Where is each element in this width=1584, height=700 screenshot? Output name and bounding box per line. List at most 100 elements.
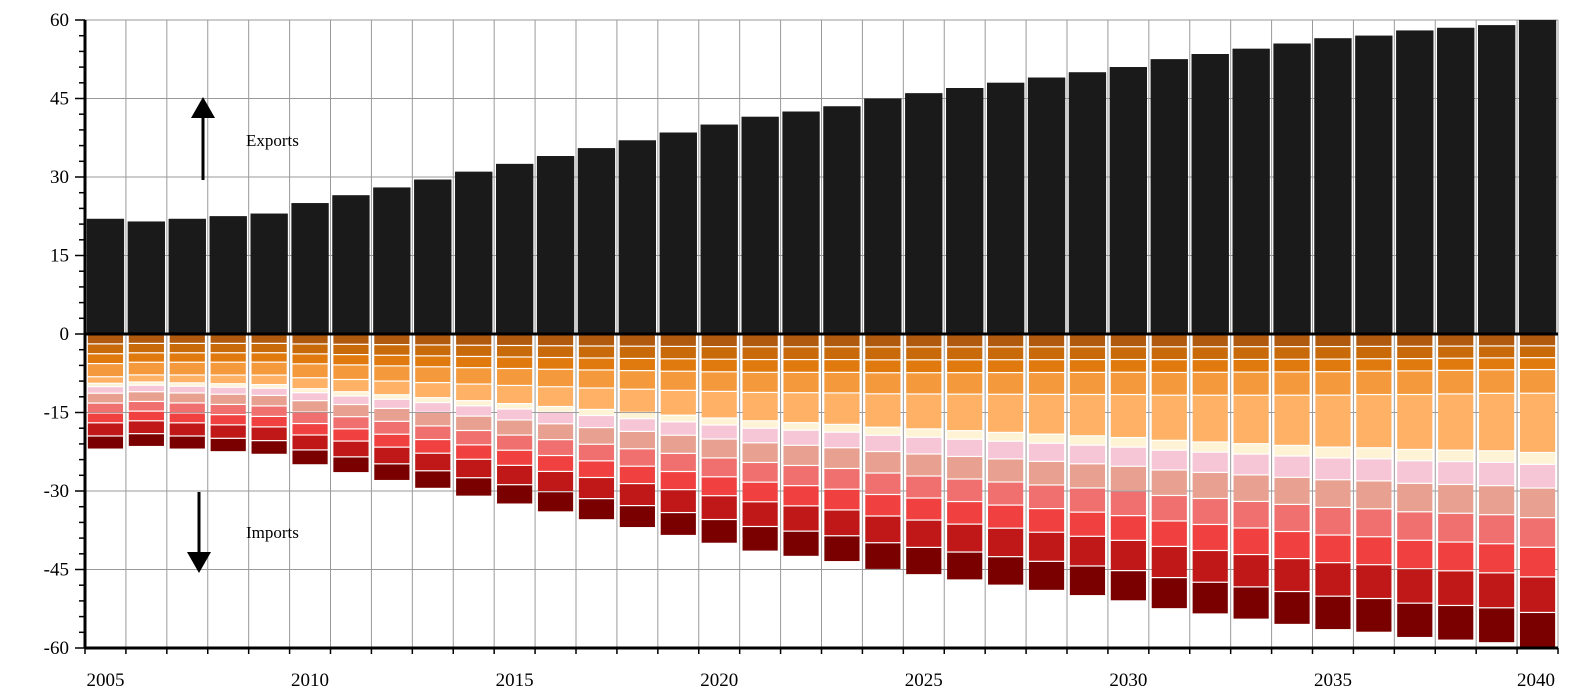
import-bar-segment [701,458,737,477]
import-bar-segment [1479,463,1515,486]
import-bar-segment [1110,571,1146,601]
import-bar-segment [865,347,901,360]
import-bar-segment [865,334,901,347]
import-bar-frame [823,106,861,334]
import-bar-segment [415,426,451,439]
import-bar-segment [947,373,983,394]
import-bar-segment [824,510,860,536]
import-bar-segment [1110,491,1146,516]
imports-arrow-head [187,552,211,573]
import-bar-segment [947,502,983,524]
import-bar-segment [1315,596,1351,630]
import-bar-segment [783,347,819,359]
import-bar-segment [210,353,246,362]
import-bar-segment [537,407,574,412]
import-bar-segment [1315,334,1351,346]
import-bar-segment [1397,371,1433,394]
import-bar-segment [128,334,164,343]
import-bar-segment [333,365,369,379]
import-bar-segment [578,388,615,409]
import-bar-segment [210,334,246,343]
import-bar-frame [1437,27,1475,334]
import-bar-segment [1069,395,1106,436]
import-bar-segment [1151,578,1187,609]
import-bar-segment [292,412,328,423]
import-bar-segment [1274,347,1310,359]
import-bar-segment [1069,372,1106,394]
import-bar-segment [1274,532,1310,559]
import-bar-frame [1109,67,1147,334]
import-bar-segment [1438,542,1474,571]
import-bar-segment [87,364,124,377]
import-bar-segment [374,421,410,434]
import-bar-segment [87,403,124,413]
import-bar-segment [1356,565,1392,598]
import-bar-segment [988,505,1024,528]
import-bar-frame [86,218,125,334]
import-bar-frame [209,216,247,334]
import-bar-segment [1519,547,1556,577]
import-bar-segment [865,473,901,494]
import-bar-segment [1438,370,1474,394]
x-tick-label: 2020 [700,670,738,691]
import-bar-segment [456,459,492,478]
import-bar-frame [864,98,902,334]
import-bar-segment [1315,372,1351,395]
import-bar-segment [824,360,860,372]
import-bar-segment [1028,347,1065,360]
import-bar-segment [1438,450,1474,461]
import-bar-segment [660,415,696,422]
import-bar-segment [537,456,574,471]
import-bar-frame [1355,35,1393,334]
import-bar-segment [1519,370,1556,393]
import-bar-segment [456,431,492,445]
y-tick-label: 30 [50,167,69,188]
import-bar-segment [1274,372,1310,395]
axes-layer [75,19,1559,654]
import-bar-segment [660,490,696,512]
import-bar-segment [1110,347,1146,359]
import-bar-segment [497,465,533,485]
import-bar-segment [1397,359,1433,371]
import-bar-segment [374,447,410,464]
import-bar-segment [824,448,860,468]
import-bar-segment [906,429,942,437]
import-bar-segment [1151,395,1187,440]
import-bar-segment [1028,434,1065,443]
import-bar-segment [742,372,778,392]
import-bar-segment [1069,445,1106,464]
import-bar-segment [1479,486,1515,515]
import-bar-frame [577,148,616,334]
y-tick-label: -60 [44,638,69,659]
y-tick-label: 15 [50,246,69,267]
y-tick-label: 60 [50,10,69,31]
import-bar-frame [1232,48,1270,335]
import-bar-segment [947,431,983,439]
import-bar-segment [1519,346,1556,358]
tick-labels: 60 45 30 15 0 -15 -30 -45 -60 2005 2010 2015 2020 202… [44,10,1555,691]
import-bar-segment [1519,358,1556,369]
import-bar-segment [619,371,655,389]
import-bar-frame [946,88,984,335]
import-bar-segment [1438,394,1474,450]
import-bar-segment [292,364,328,378]
import-bar-segment [906,476,942,498]
import-bar-frame [332,195,370,334]
import-bar-segment [783,430,819,445]
import-bar-segment [742,463,778,482]
import-bar-segment [1438,571,1474,605]
import-bar-segment [865,394,901,427]
import-bar-segment [1028,443,1065,461]
import-bar-segment [251,406,287,416]
import-bar-segment [374,366,410,381]
import-bar-segment [169,344,205,353]
import-bar-segment [169,383,205,386]
import-bar-segment [87,393,124,403]
import-bar-segment [1397,450,1433,461]
import-bar-segment [783,372,819,393]
import-bar-segment [1397,395,1433,449]
import-bar-segment [1069,347,1106,359]
import-bar-segment [374,381,410,395]
import-bar-segment [1110,438,1146,447]
import-bar-segment [1519,464,1556,488]
